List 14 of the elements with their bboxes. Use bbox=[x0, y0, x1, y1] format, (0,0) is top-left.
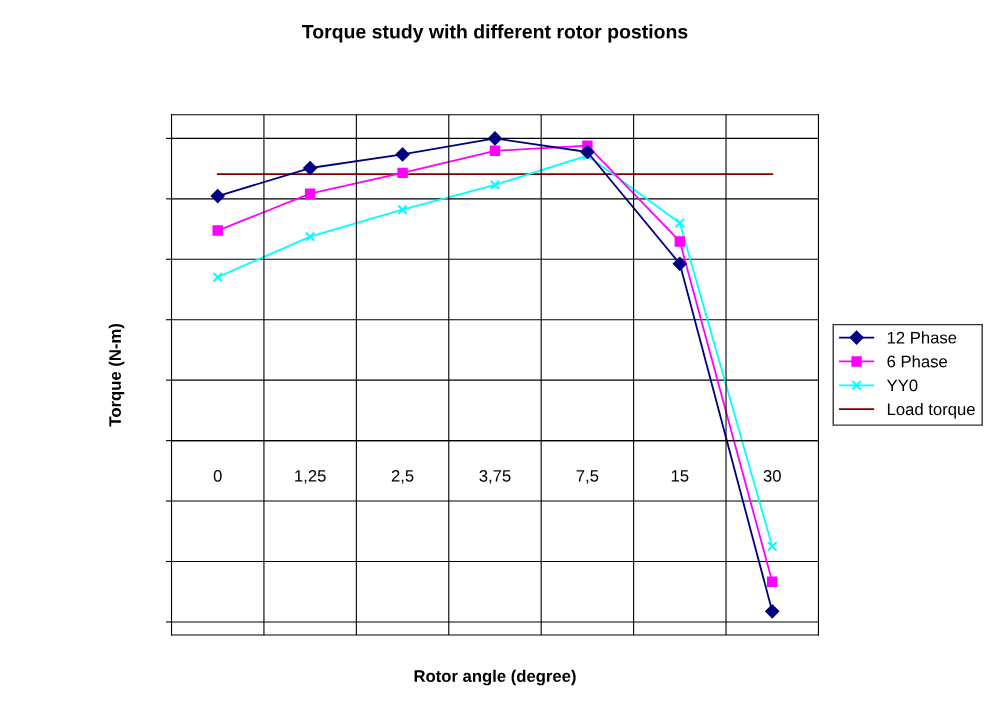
x-axis-title: Rotor angle (degree) bbox=[414, 669, 576, 686]
x-tick-label: 15 bbox=[671, 470, 689, 482]
x-tick-label: 3,75 bbox=[479, 469, 511, 484]
y-axis-title: Torque (N-m) bbox=[108, 324, 125, 427]
chart-title: Torque study with different rotor postions bbox=[302, 24, 688, 43]
legend-label: 12 Phase bbox=[887, 331, 957, 344]
x-tick-label: 0 bbox=[213, 469, 222, 482]
legend-label: 6 Phase bbox=[887, 355, 947, 368]
legend-label: Load torque bbox=[887, 402, 975, 419]
x-tick-label: 1,25 bbox=[295, 469, 326, 484]
x-tick-label: 7,5 bbox=[576, 470, 599, 484]
legend-label: YY0 bbox=[886, 379, 918, 392]
x-tick-label: 30 bbox=[763, 469, 781, 482]
x-tick-label: 2,5 bbox=[391, 469, 414, 484]
